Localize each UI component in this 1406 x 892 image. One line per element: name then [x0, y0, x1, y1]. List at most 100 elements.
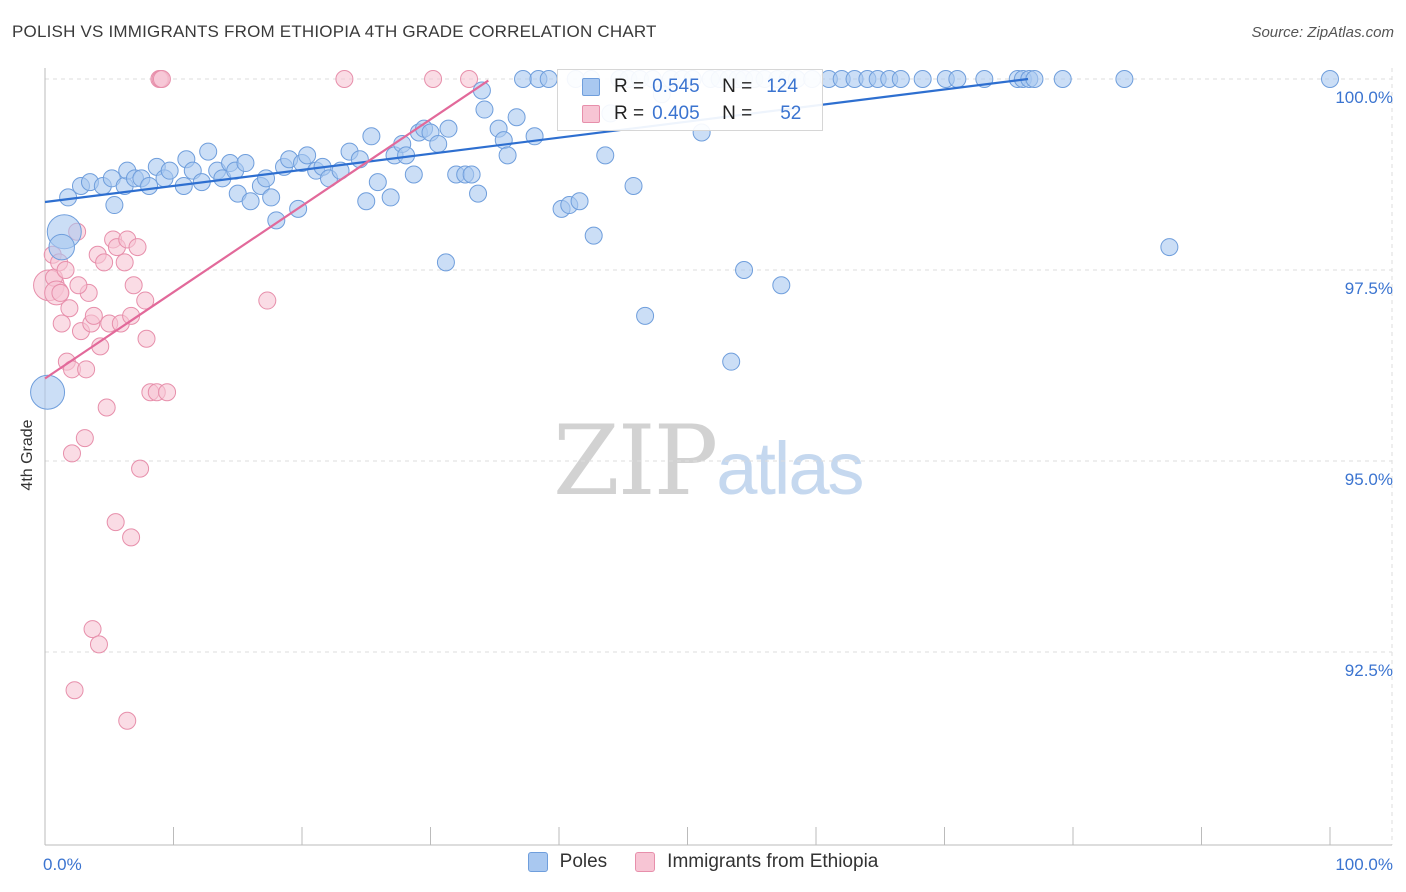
chart-title: POLISH VS IMMIGRANTS FROM ETHIOPIA 4TH G…: [12, 22, 657, 41]
poles-point: [514, 70, 533, 88]
poles-point: [570, 192, 589, 211]
poles-point: [140, 176, 159, 195]
x-tick-label-min: 0.0%: [43, 855, 82, 874]
ethiopia-legend-label: Immigrants from Ethiopia: [667, 851, 879, 872]
poles-trend-line: [44, 77, 1029, 204]
poles-point: [948, 70, 967, 88]
axis-layer: [44, 68, 1392, 846]
poles-point: [381, 188, 400, 207]
source-label: Source: ZipAtlas.com: [1251, 24, 1394, 41]
poles-point: [236, 154, 255, 173]
ethiopia-point: [83, 620, 102, 639]
poles-point: [257, 169, 276, 188]
poles-point: [436, 253, 455, 272]
poles-n-value: 124: [766, 76, 798, 97]
ethiopia-point: [128, 238, 147, 257]
trend-lines-layer: [44, 77, 1029, 380]
ethiopia-point: [65, 681, 84, 700]
poles-point: [404, 165, 423, 184]
ethiopia-point: [69, 276, 88, 295]
legend-row-ethiopia: R = 0.405 N = 52: [582, 100, 801, 128]
poles-point: [1025, 70, 1044, 88]
tick-labels-layer: 100.0% 97.5% 95.0% 92.5% 0.0% 100.0%: [43, 88, 1393, 874]
ethiopia-point: [95, 253, 114, 272]
poles-point: [722, 352, 741, 371]
poles-point: [636, 306, 655, 325]
poles-point: [1115, 70, 1134, 88]
ethiopia-swatch: [582, 105, 600, 123]
y-tick-label: 100.0%: [1335, 88, 1393, 107]
poles-point: [584, 226, 603, 245]
poles-point: [262, 188, 281, 207]
watermark-zip: ZIP: [553, 405, 718, 517]
poles-point: [439, 119, 458, 138]
poles-point: [357, 192, 376, 211]
ethiopia-point: [56, 261, 75, 279]
poles-point: [596, 146, 615, 165]
poles-point: [891, 70, 910, 88]
poles-point: [913, 70, 932, 88]
poles-point: [368, 173, 387, 192]
legend-item-ethiopia[interactable]: Immigrants from Ethiopia: [635, 851, 878, 873]
poles-point: [241, 192, 260, 211]
poles-point: [298, 146, 317, 165]
poles-point: [735, 261, 754, 279]
poles-point: [507, 108, 526, 127]
ethiopia-point: [51, 283, 70, 302]
ethiopia-point: [124, 276, 143, 295]
poles-point: [772, 276, 791, 295]
poles-point: [624, 176, 643, 195]
n-label: N =: [722, 103, 753, 124]
ethiopia-point: [131, 459, 150, 478]
ethiopia-point: [118, 711, 137, 730]
poles-point: [469, 184, 488, 203]
poles-r-value: 0.545: [652, 76, 700, 97]
ethiopia-point: [75, 429, 94, 448]
legend-item-poles[interactable]: Poles: [527, 851, 607, 873]
y-axis-label: 4th Grade: [19, 419, 36, 491]
watermark-atlas: atlas: [716, 427, 864, 510]
poles-point: [160, 161, 179, 180]
ethiopia-legend-swatch: [635, 852, 656, 872]
ethiopia-point: [136, 291, 155, 310]
ethiopia-point: [60, 299, 79, 318]
poles-point: [1053, 70, 1072, 88]
ethiopia-point: [89, 635, 108, 654]
poles-point: [498, 146, 517, 165]
ethiopia-point: [106, 513, 125, 532]
poles-swatch: [582, 78, 600, 96]
watermark: ZIPatlas: [553, 405, 865, 517]
r-label: R =: [614, 76, 645, 97]
ethiopia-point: [335, 70, 354, 88]
poles-point: [1321, 70, 1339, 88]
poles-point: [105, 196, 124, 215]
ethiopia-point: [122, 528, 141, 547]
poles-legend-swatch: [527, 852, 548, 872]
ethiopia-point: [258, 291, 277, 310]
ethiopia-point: [152, 70, 171, 88]
ethiopia-trend-line: [44, 79, 489, 380]
series-legend: Poles Immigrants from Ethiopia: [0, 851, 1406, 873]
r-label: R =: [614, 103, 645, 124]
ethiopia-point: [84, 306, 103, 325]
n-label: N =: [722, 76, 753, 97]
ethiopia-point: [460, 70, 479, 88]
poles-point: [475, 100, 494, 119]
ethiopia-point: [77, 360, 96, 379]
poles-point: [429, 134, 448, 153]
ethiopia-n-value: 52: [780, 103, 802, 124]
ethiopia-point: [158, 383, 177, 402]
ethiopia-r-value: 0.405: [652, 103, 700, 124]
ethiopia-point: [62, 444, 81, 463]
ethiopia-point: [424, 70, 443, 88]
grid-layer: [45, 68, 1393, 845]
poles-point: [462, 165, 481, 184]
poles-point: [48, 233, 75, 261]
poles-point: [199, 142, 218, 161]
poles-point: [350, 150, 369, 169]
poles-point: [1160, 238, 1179, 257]
poles-point: [30, 374, 66, 410]
ethiopia-point: [115, 253, 134, 272]
poles-point: [539, 70, 558, 88]
